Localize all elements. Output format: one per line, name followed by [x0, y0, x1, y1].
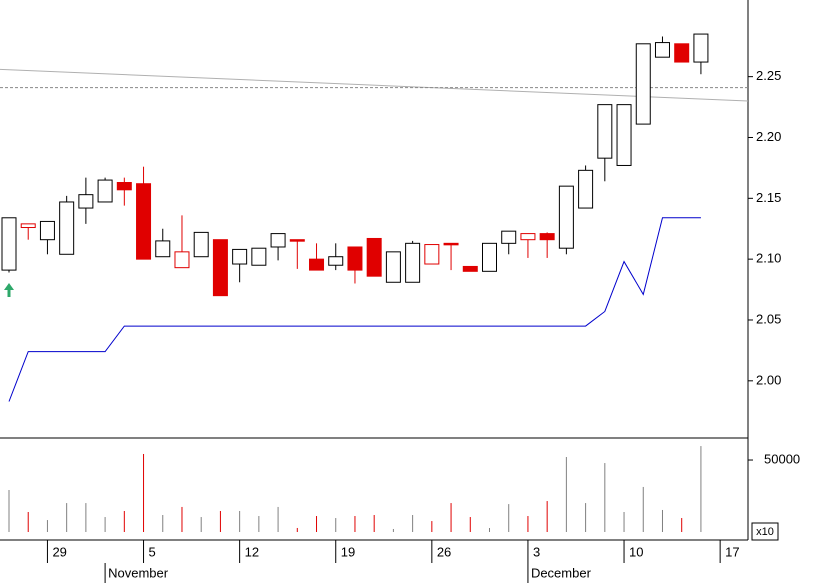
candle-body: [251, 247, 267, 266]
x-tick-label: 26: [437, 544, 451, 559]
candle-body: [232, 248, 248, 265]
x-tick-label: 10: [629, 544, 643, 559]
volume-unit-box: [751, 522, 779, 541]
x-tick-label: 29: [52, 544, 66, 559]
y-tick-label: 2.15: [756, 190, 781, 205]
candle-body: [309, 258, 325, 271]
candle-body: [20, 223, 36, 229]
y-tick-label: 2.00: [756, 372, 781, 387]
y-tick-label: 2.10: [756, 251, 781, 266]
candle-body: [539, 233, 555, 241]
candle-body: [635, 43, 651, 125]
trend-line: [0, 68, 749, 102]
x-tick-label: 12: [245, 544, 259, 559]
candle-body: [424, 244, 440, 265]
candle-body: [289, 239, 305, 242]
indicator-line: [8, 217, 701, 402]
x-tick-label: 17: [725, 544, 739, 559]
candle-body: [597, 104, 613, 159]
candle-body: [693, 33, 709, 63]
candle-body: [328, 256, 344, 266]
candle-body: [558, 185, 574, 249]
candle-body: [385, 251, 401, 283]
candle-body: [193, 231, 209, 258]
candle-body: [366, 237, 382, 277]
candle-body: [59, 201, 75, 255]
candle-body: [347, 246, 363, 271]
signal-arrow: [4, 283, 14, 297]
y-tick-label: 2.25: [756, 68, 781, 83]
candle-body: [270, 233, 286, 248]
candle-body: [1, 217, 17, 271]
x-tick-label: 3: [533, 544, 540, 559]
candle-body: [443, 242, 459, 246]
candle-body: [405, 242, 421, 283]
y-tick-label: 2.20: [756, 129, 781, 144]
month-label: December: [531, 565, 592, 580]
candle-body: [78, 194, 94, 209]
candle-body: [212, 239, 228, 297]
candle-body: [174, 251, 190, 269]
candle-body: [654, 42, 670, 58]
candle-body: [616, 104, 632, 166]
candle-body: [136, 183, 152, 260]
candle-body: [520, 233, 536, 241]
candle-body: [155, 240, 171, 258]
candle-body: [116, 182, 132, 191]
volume-unit: x10: [756, 526, 774, 538]
volume-tick-label: 50000: [764, 451, 800, 466]
candle-body: [97, 179, 113, 203]
candle-body: [674, 43, 690, 63]
candle-body: [482, 242, 497, 272]
candle-body: [462, 265, 478, 272]
candle-body: [578, 169, 594, 209]
candle-body: [501, 230, 517, 244]
x-tick-label: 19: [341, 544, 355, 559]
candle-body: [39, 220, 55, 241]
month-label: November: [108, 565, 169, 580]
y-tick-label: 2.05: [756, 311, 781, 326]
x-tick-label: 5: [149, 544, 156, 559]
